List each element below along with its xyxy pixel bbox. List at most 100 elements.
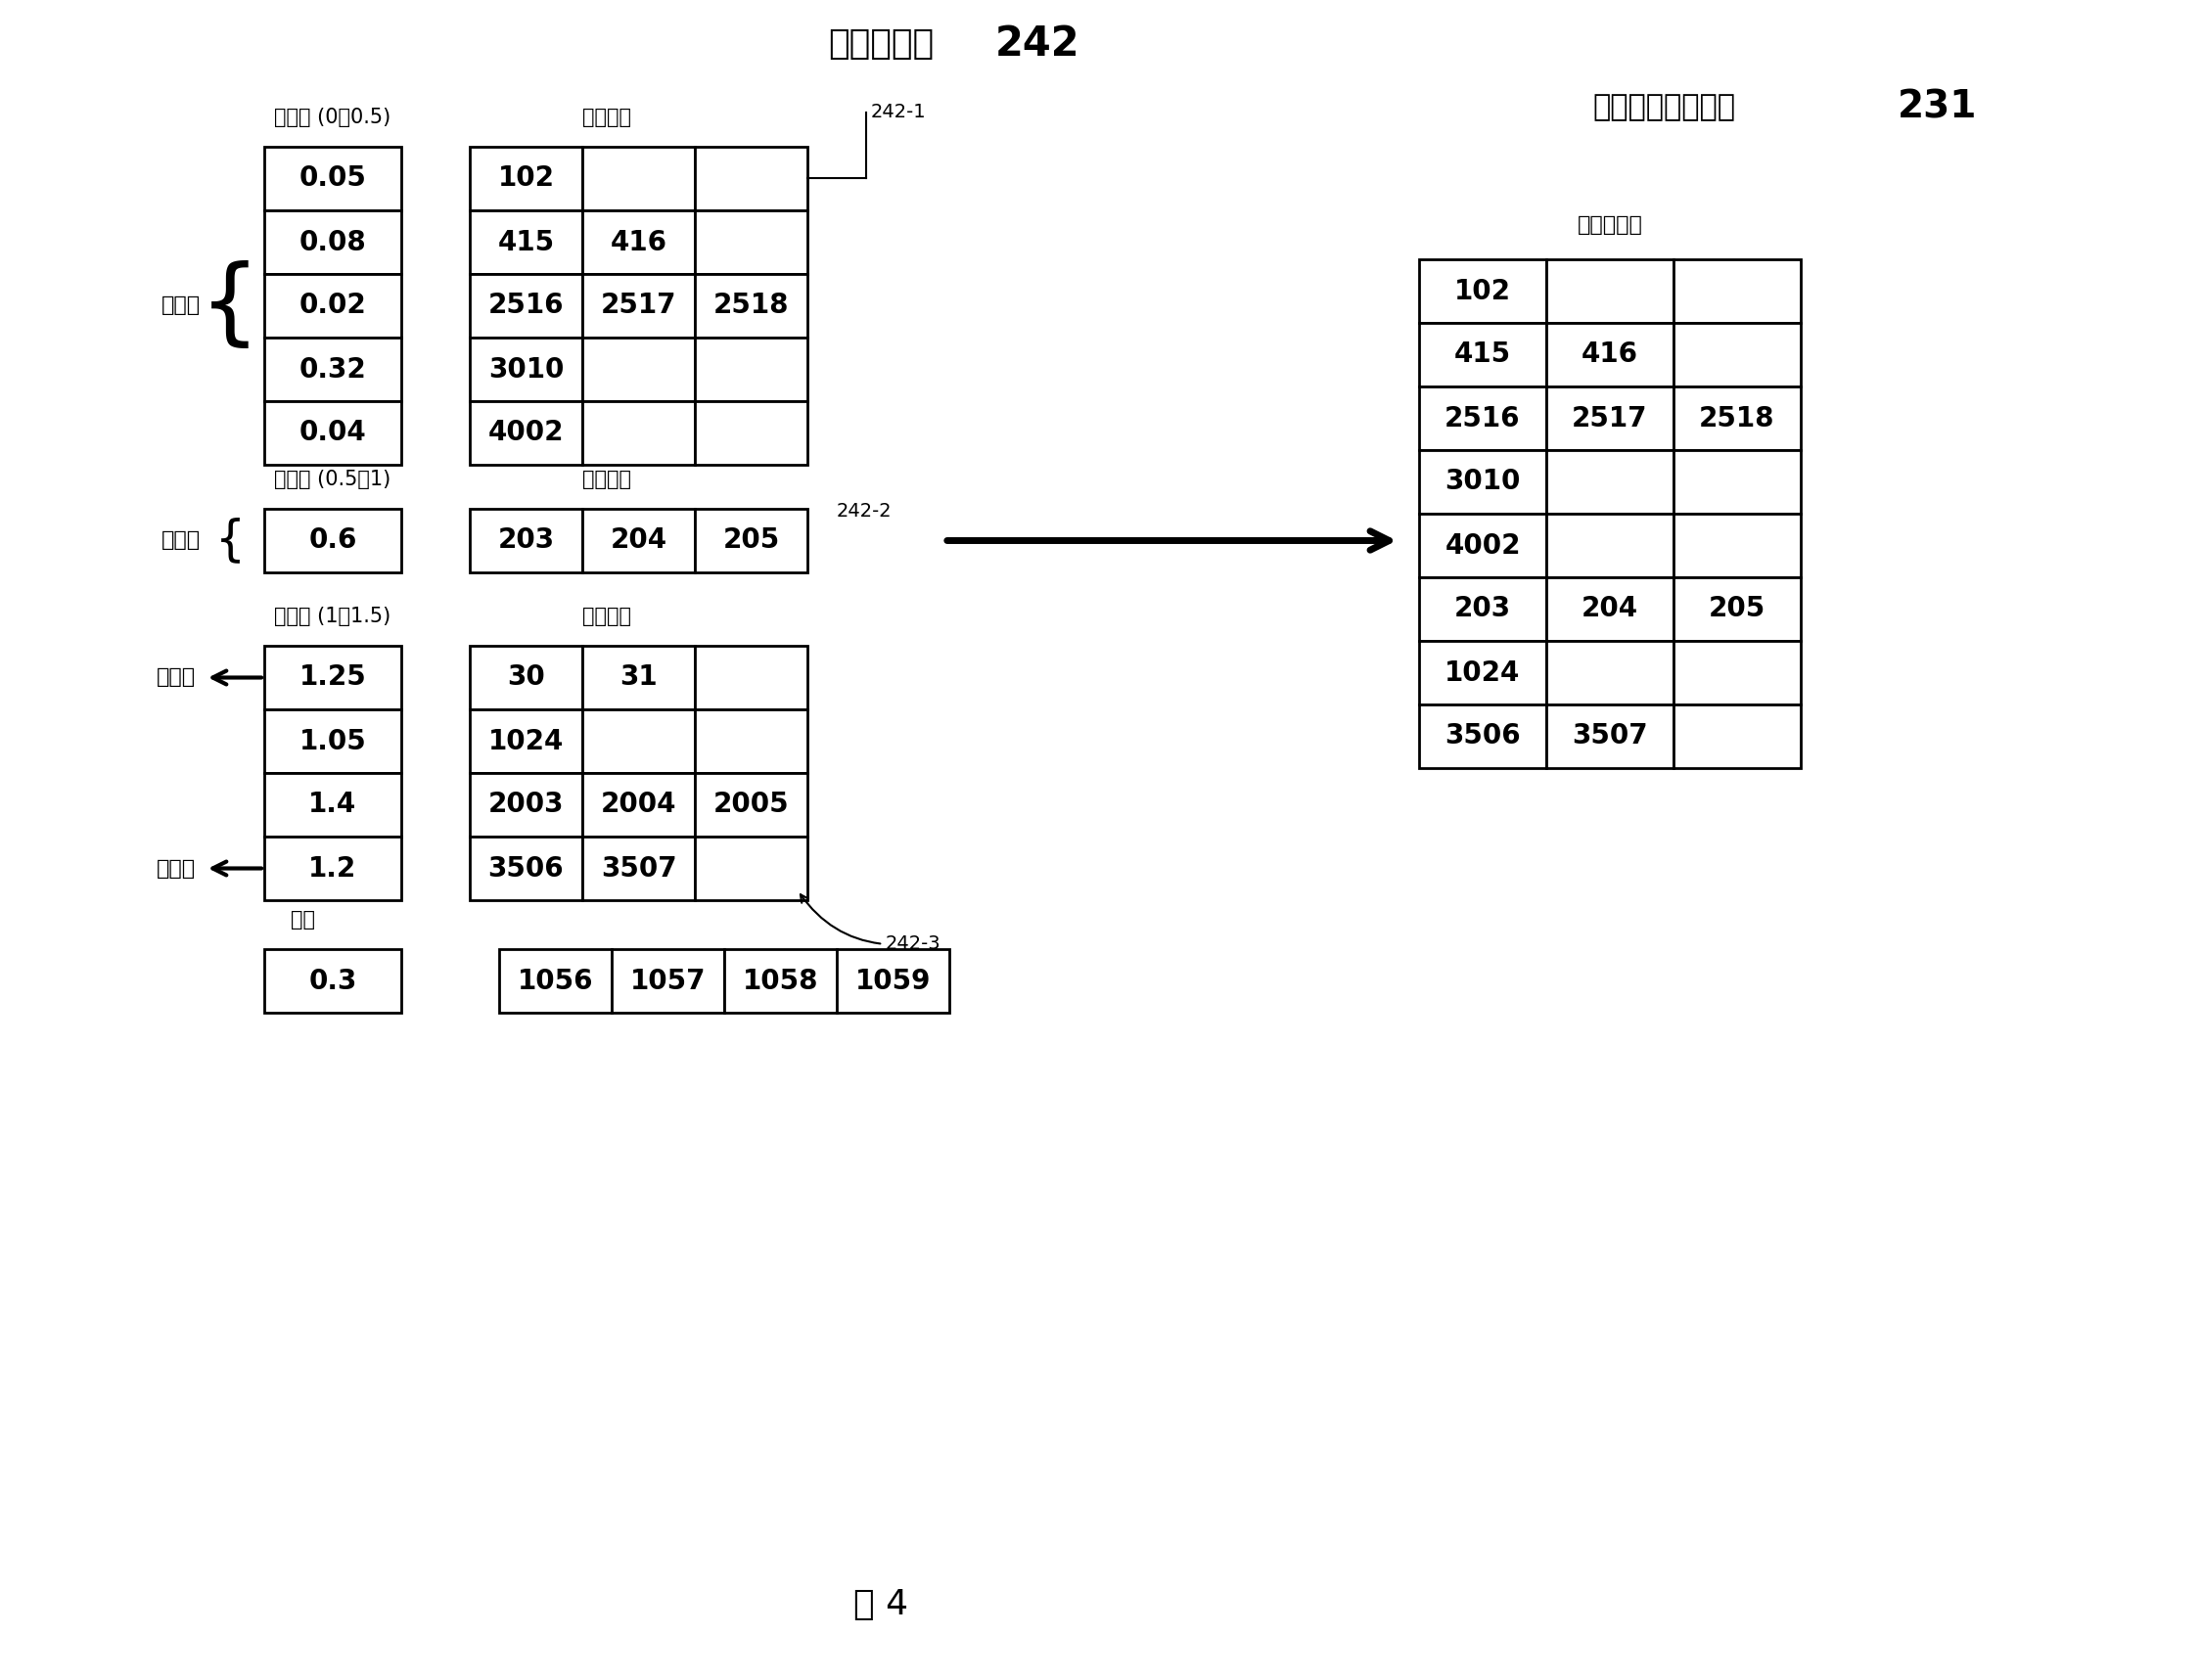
Text: 2004: 2004 xyxy=(601,791,676,818)
Bar xyxy=(469,146,583,210)
Bar xyxy=(1547,323,1673,386)
Text: 203: 203 xyxy=(497,528,555,554)
Text: 例外: 例外 xyxy=(291,911,315,929)
Text: 较高错误候选项表: 较高错误候选项表 xyxy=(1591,94,1734,123)
Text: 2518: 2518 xyxy=(1699,405,1774,432)
Text: 3010: 3010 xyxy=(489,356,563,383)
Text: 0.08: 0.08 xyxy=(299,228,365,255)
Bar xyxy=(469,645,583,709)
Bar xyxy=(1547,704,1673,768)
Bar xyxy=(469,210,583,274)
Bar xyxy=(1420,514,1547,578)
Text: 4002: 4002 xyxy=(489,420,563,447)
Text: 位置信息: 位置信息 xyxy=(583,606,632,627)
Text: 0.04: 0.04 xyxy=(299,420,365,447)
Bar xyxy=(696,645,808,709)
Text: {: { xyxy=(216,517,244,564)
Text: 415: 415 xyxy=(1455,341,1512,368)
Bar xyxy=(469,274,583,338)
Text: 203: 203 xyxy=(1455,595,1512,623)
Text: 似然度 (0.5至1): 似然度 (0.5至1) xyxy=(275,470,392,489)
Bar xyxy=(469,402,583,465)
Bar xyxy=(583,210,696,274)
Text: 位置信息: 位置信息 xyxy=(583,108,632,128)
Text: 0.3: 0.3 xyxy=(308,968,357,995)
Bar xyxy=(696,709,808,773)
Bar xyxy=(1673,640,1800,704)
Bar xyxy=(264,509,401,573)
Text: 242: 242 xyxy=(995,24,1081,64)
Text: 204: 204 xyxy=(1583,595,1638,623)
Text: {: { xyxy=(200,260,260,351)
Bar xyxy=(696,509,808,573)
Text: 231: 231 xyxy=(1897,89,1976,126)
Text: 图 4: 图 4 xyxy=(854,1588,909,1621)
Text: 205: 205 xyxy=(1708,595,1765,623)
Bar xyxy=(696,773,808,837)
Bar xyxy=(583,645,696,709)
Text: 204: 204 xyxy=(610,528,667,554)
Text: 3507: 3507 xyxy=(1572,722,1649,749)
Text: 2518: 2518 xyxy=(713,292,788,319)
Bar xyxy=(264,949,401,1013)
Bar xyxy=(264,274,401,338)
Text: 205: 205 xyxy=(722,528,779,554)
Text: 似然度 (1至1.5): 似然度 (1至1.5) xyxy=(275,606,392,627)
Bar xyxy=(1547,386,1673,450)
Text: 1024: 1024 xyxy=(1444,659,1521,687)
Bar xyxy=(583,146,696,210)
Text: 0.05: 0.05 xyxy=(299,165,365,192)
Text: 错误候选项: 错误候选项 xyxy=(1578,215,1642,235)
Text: 1024: 1024 xyxy=(489,727,563,754)
Bar xyxy=(469,837,583,900)
Text: 31: 31 xyxy=(621,664,658,690)
Bar xyxy=(264,338,401,402)
Text: 1056: 1056 xyxy=(517,968,594,995)
Text: 416: 416 xyxy=(1583,341,1638,368)
Bar xyxy=(469,509,583,573)
Bar xyxy=(696,338,808,402)
Text: 102: 102 xyxy=(497,165,555,192)
Bar xyxy=(469,773,583,837)
Text: 2517: 2517 xyxy=(1572,405,1649,432)
Bar xyxy=(1420,259,1547,323)
Text: 2005: 2005 xyxy=(713,791,790,818)
Bar xyxy=(264,645,401,709)
Bar xyxy=(583,709,696,773)
Text: 2516: 2516 xyxy=(489,292,563,319)
Bar xyxy=(1673,704,1800,768)
Bar xyxy=(264,837,401,900)
Text: 2003: 2003 xyxy=(489,791,563,818)
Text: 2516: 2516 xyxy=(1444,405,1521,432)
Bar xyxy=(1673,386,1800,450)
Bar xyxy=(1673,259,1800,323)
Bar xyxy=(583,509,696,573)
Text: 3506: 3506 xyxy=(489,855,563,882)
Bar xyxy=(264,709,401,773)
Text: 3507: 3507 xyxy=(601,855,676,882)
Text: 1058: 1058 xyxy=(742,968,819,995)
Bar xyxy=(1420,640,1547,704)
Text: 415: 415 xyxy=(497,228,555,255)
Text: 0.32: 0.32 xyxy=(299,356,365,383)
Bar xyxy=(696,402,808,465)
Text: 2517: 2517 xyxy=(601,292,676,319)
Text: 似然度 (0至0.5): 似然度 (0至0.5) xyxy=(275,108,392,128)
Text: 3506: 3506 xyxy=(1444,722,1521,749)
Bar xyxy=(1673,450,1800,514)
Bar xyxy=(583,773,696,837)
Bar xyxy=(696,146,808,210)
Text: 1.25: 1.25 xyxy=(299,664,365,690)
Text: 候选项: 候选项 xyxy=(161,296,200,316)
Text: 102: 102 xyxy=(1455,277,1512,304)
Bar xyxy=(1547,578,1673,640)
Text: 1.4: 1.4 xyxy=(308,791,357,818)
Text: 候选项: 候选项 xyxy=(156,667,196,687)
Bar xyxy=(583,274,696,338)
Bar xyxy=(583,338,696,402)
Bar xyxy=(1420,578,1547,640)
Bar xyxy=(264,402,401,465)
Bar xyxy=(1673,323,1800,386)
Bar xyxy=(1420,323,1547,386)
Text: 416: 416 xyxy=(610,228,667,255)
